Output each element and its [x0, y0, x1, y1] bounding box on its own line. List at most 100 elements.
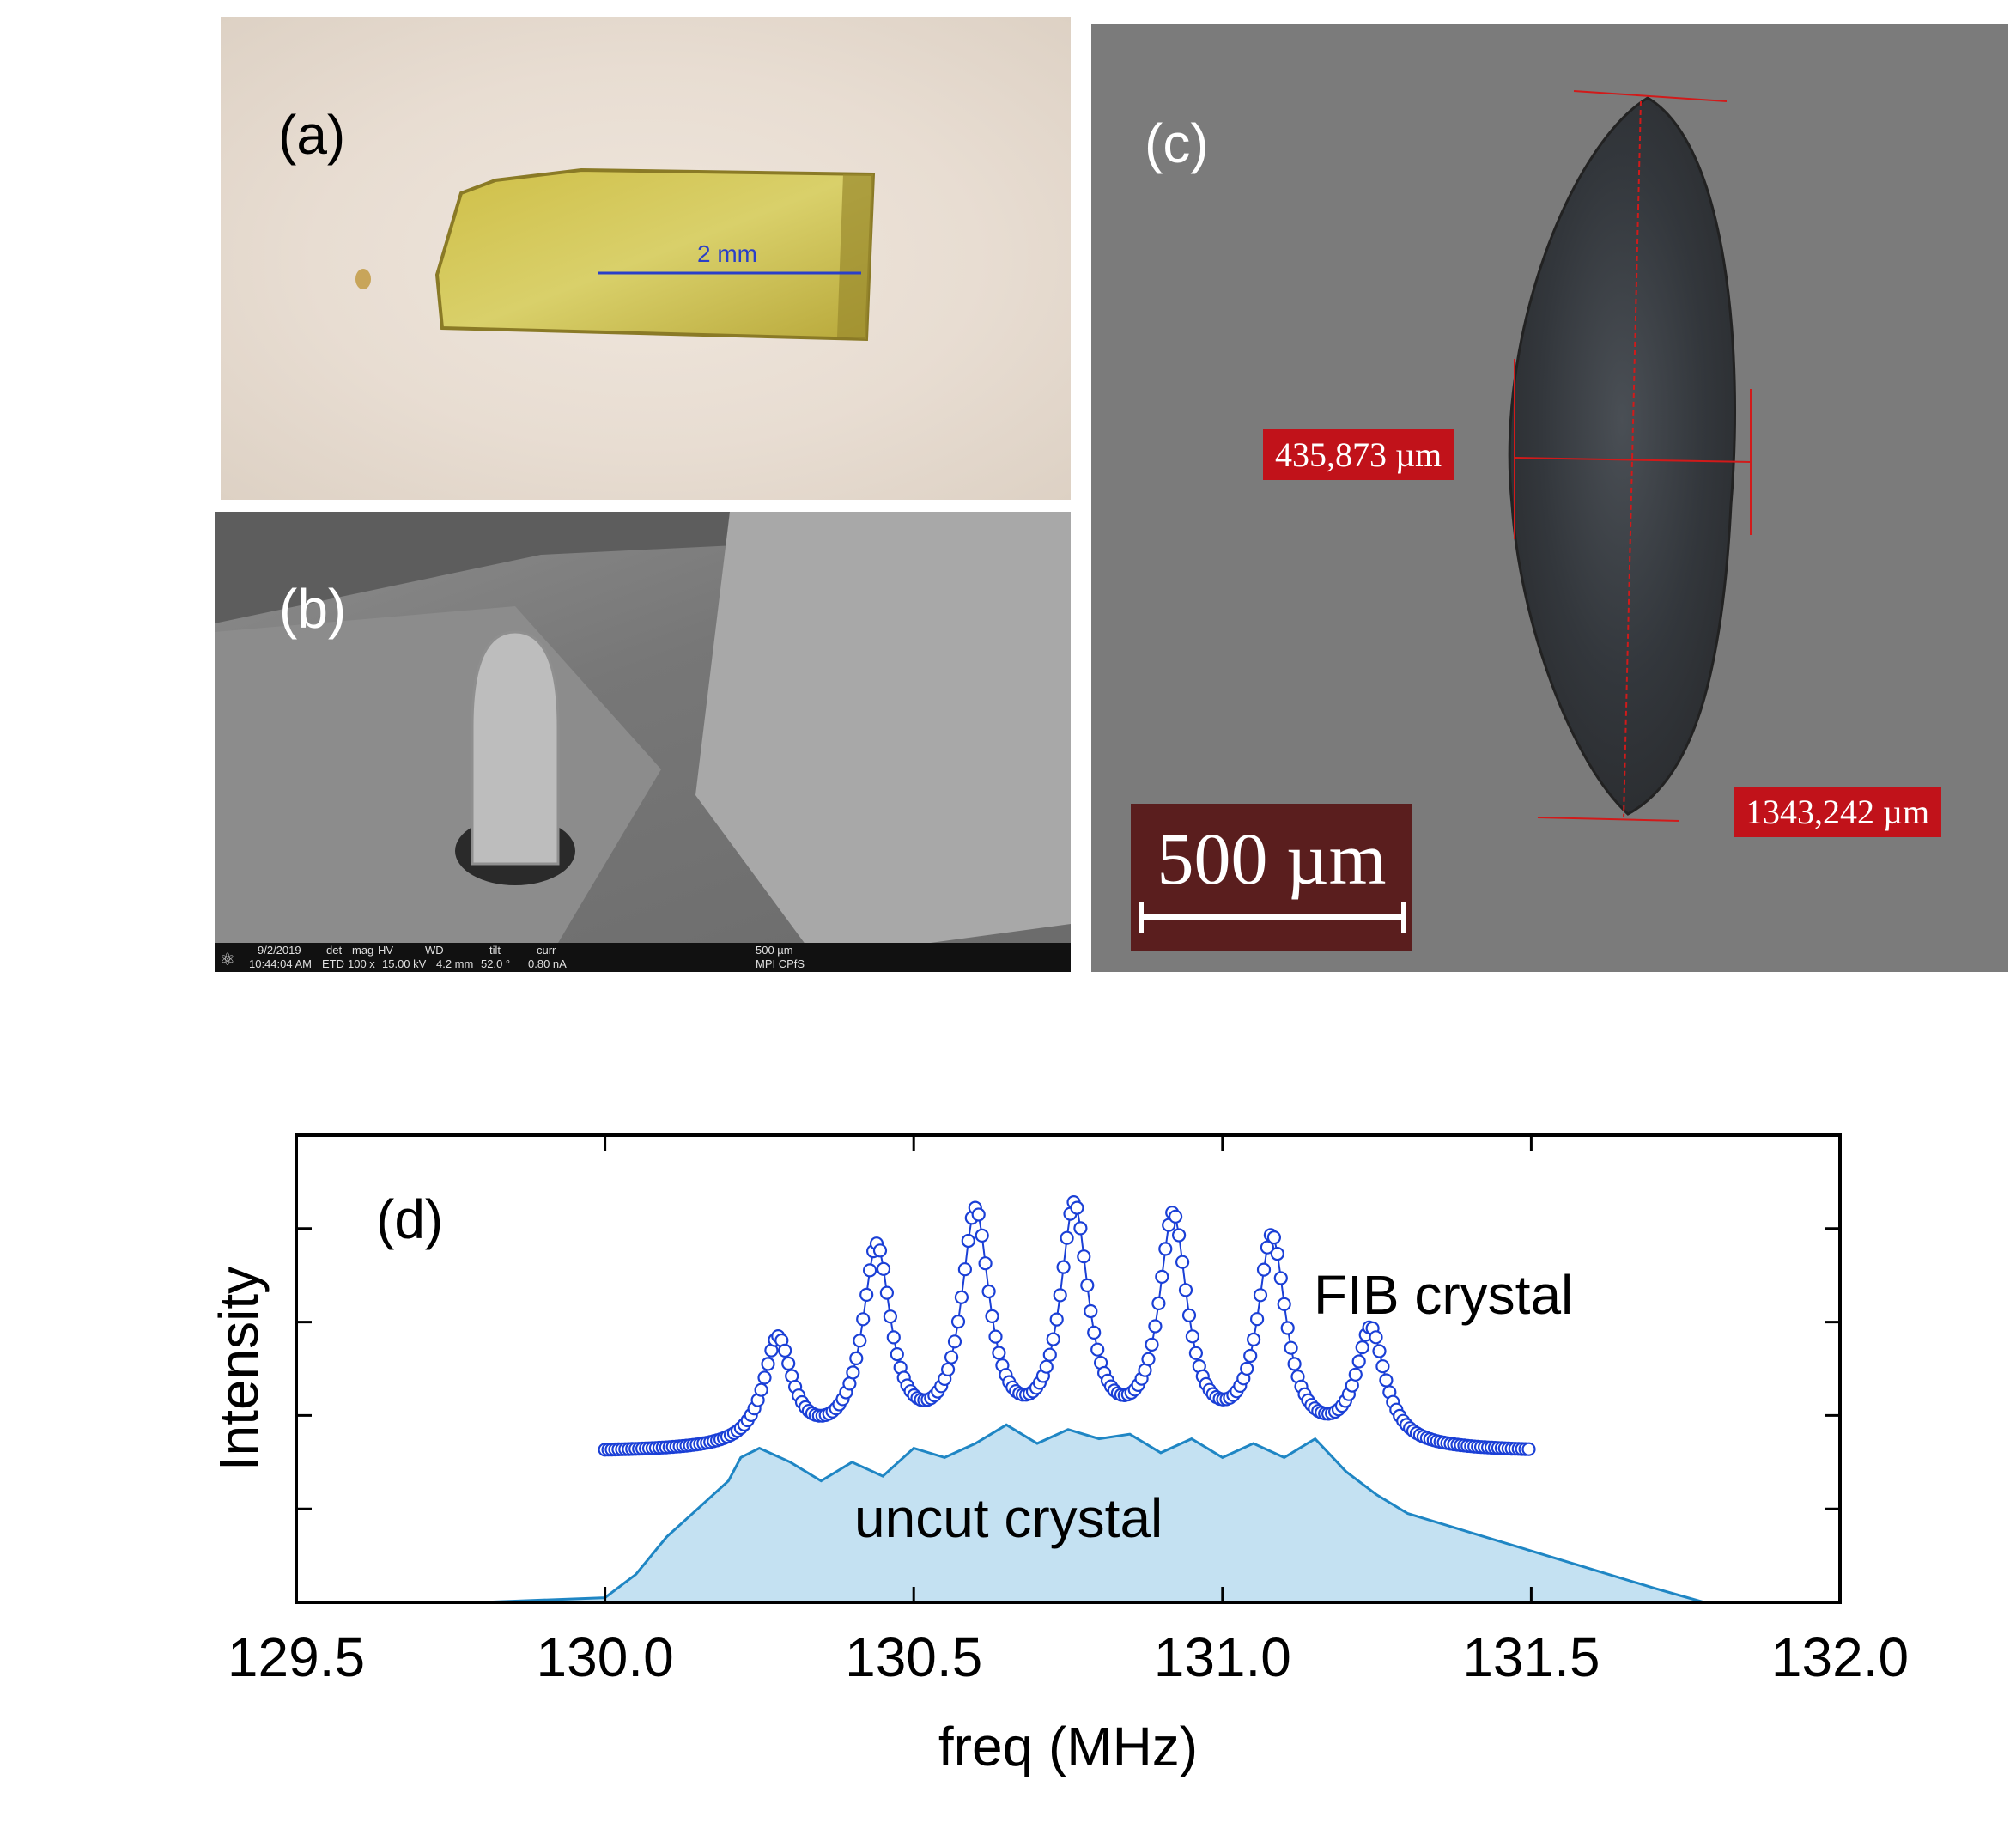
fib-data-point: [1178, 1283, 1193, 1297]
fib-data-point: [1171, 1228, 1187, 1243]
fib-data-point: [1369, 1330, 1383, 1345]
fib-data-point: [1249, 1312, 1265, 1327]
fib-data-point: [981, 1284, 996, 1299]
sem-mag: 100 x: [348, 957, 375, 970]
fib-data-point: [757, 1370, 772, 1385]
x-tick-label: 129.5: [228, 1626, 365, 1688]
y-axis-label: Intensity: [208, 1267, 270, 1471]
sem-background-top: [215, 512, 1071, 623]
fib-data-point: [1141, 1352, 1156, 1366]
sem-det-label: det: [326, 944, 343, 957]
fib-data-point: [778, 1343, 792, 1358]
fib-data-point: [1185, 1329, 1200, 1344]
fib-data-point: [944, 1350, 959, 1364]
fib-data-point: [1053, 1288, 1067, 1303]
fib-data-point: [1181, 1308, 1197, 1322]
fib-data-point: [1151, 1296, 1166, 1310]
fib-data-point: [992, 1346, 1006, 1360]
scale-bar-box: 500 µm: [1131, 804, 1412, 951]
fib-data-point: [1073, 1221, 1088, 1236]
fib-data-point: [1087, 1325, 1102, 1340]
fib-data-point: [961, 1233, 975, 1249]
fib-data-point: [879, 1285, 895, 1300]
sem-image: [215, 512, 1071, 958]
micrograph-image: [1508, 90, 1752, 822]
length-measure-label: 1343,242 µm: [1734, 787, 1942, 837]
fib-data-point: [1521, 1442, 1536, 1456]
fib-data-point: [1056, 1260, 1071, 1274]
sem-mag-label: mag: [352, 944, 374, 957]
plot-frame: [295, 1133, 1842, 1604]
fib-data-point: [1273, 1271, 1288, 1285]
fib-data-point: [872, 1243, 888, 1258]
scale-bar-line: [1139, 902, 1406, 933]
sem-plate-left: [215, 606, 661, 943]
fib-data-point: [1168, 1209, 1183, 1224]
fib-data-point: [1155, 1269, 1169, 1284]
uncut-area-line: [481, 1423, 1705, 1604]
fib-data-point: [1080, 1278, 1095, 1292]
x-tick-label: 131.5: [1462, 1626, 1600, 1688]
sem-wd-label: WD: [425, 944, 444, 957]
fib-data-point: [1266, 1230, 1282, 1245]
fib-data-point: [883, 1309, 898, 1324]
fib-data-point: [1246, 1332, 1261, 1346]
fib-data-point: [1277, 1297, 1291, 1311]
x-axis-label: freq (MHz): [938, 1716, 1198, 1777]
sem-tilt-label: tilt: [489, 944, 501, 957]
fib-data-point: [1175, 1255, 1190, 1269]
sem-institute: MPI CPfS: [756, 957, 805, 970]
fib-data-point: [1260, 1240, 1275, 1255]
fib-data-point: [1256, 1262, 1272, 1277]
fib-data-point: [761, 1357, 775, 1371]
fib-data-point: [1060, 1230, 1074, 1245]
fib-data-point: [1348, 1367, 1363, 1382]
fib-data-point: [1253, 1288, 1268, 1303]
fib-data-point: [1049, 1312, 1064, 1327]
fib-data-point: [1284, 1340, 1298, 1355]
fib-data-point: [985, 1309, 999, 1323]
sem-hv: 15.00 kV: [382, 957, 427, 970]
uncut-crystal-series: [481, 1423, 1705, 1604]
x-tick-labels: 129.5 130.0 130.5 131.0 131.5 132.0: [228, 1626, 1909, 1688]
uncut-area-fill: [481, 1425, 1704, 1602]
crystal-c-shape: [1508, 96, 1736, 816]
sem-det: ETD: [322, 957, 344, 970]
sem-pillar: [471, 630, 560, 866]
sem-curr-label: curr: [537, 944, 556, 957]
x-tick-label: 130.5: [845, 1626, 982, 1688]
spectrum-chart: 129.5 130.0 130.5 131.0 131.5 132.0 freq (MHz…: [208, 1133, 1909, 1777]
fib-data-point: [1280, 1321, 1295, 1335]
fib-data-point: [971, 1207, 986, 1222]
sem-time: 10:44:04 AM: [249, 957, 312, 970]
uncut-series-label: uncut crystal: [854, 1487, 1163, 1549]
fib-data-point: [1039, 1359, 1054, 1374]
crystal-photo-a: 2 mm: [355, 167, 876, 342]
fib-data-point: [978, 1256, 993, 1271]
measure-line-top: [1573, 90, 1728, 102]
panel-a-photo: 2 mm (a): [221, 17, 1071, 500]
fib-data-point: [1084, 1303, 1098, 1319]
fib-data-point: [988, 1329, 1003, 1344]
panel-c-micrograph: (c) 435,873 µm 1343,242 µm 500 µm: [1091, 24, 2008, 972]
fib-data-point: [1145, 1337, 1159, 1352]
panel-label-a: (a): [278, 104, 346, 166]
fib-data-point: [853, 1334, 867, 1348]
debris-speck: [355, 269, 371, 289]
fib-data-point: [947, 1334, 962, 1349]
fib-data-point: [754, 1382, 768, 1397]
fib-data-point: [1351, 1354, 1366, 1369]
fib-data-point: [890, 1347, 904, 1362]
fib-data-point: [954, 1290, 969, 1304]
fib-data-point: [842, 1376, 857, 1391]
panel-b-sem: (b) ⚛ 9/2/2019 10:44:04 AM det ETD mag 1…: [215, 512, 1071, 972]
fib-data-point: [1372, 1344, 1387, 1358]
fib-data-point: [1070, 1200, 1084, 1215]
scale-bar-text: 500 µm: [1157, 817, 1387, 900]
fib-data-point: [1243, 1348, 1258, 1364]
fib-data-point: [781, 1356, 796, 1370]
sem-logo-icon: ⚛: [220, 951, 235, 969]
panel-label-c: (c): [1145, 112, 1209, 174]
fib-data-point: [1188, 1346, 1204, 1360]
fib-data-point: [1042, 1347, 1057, 1362]
